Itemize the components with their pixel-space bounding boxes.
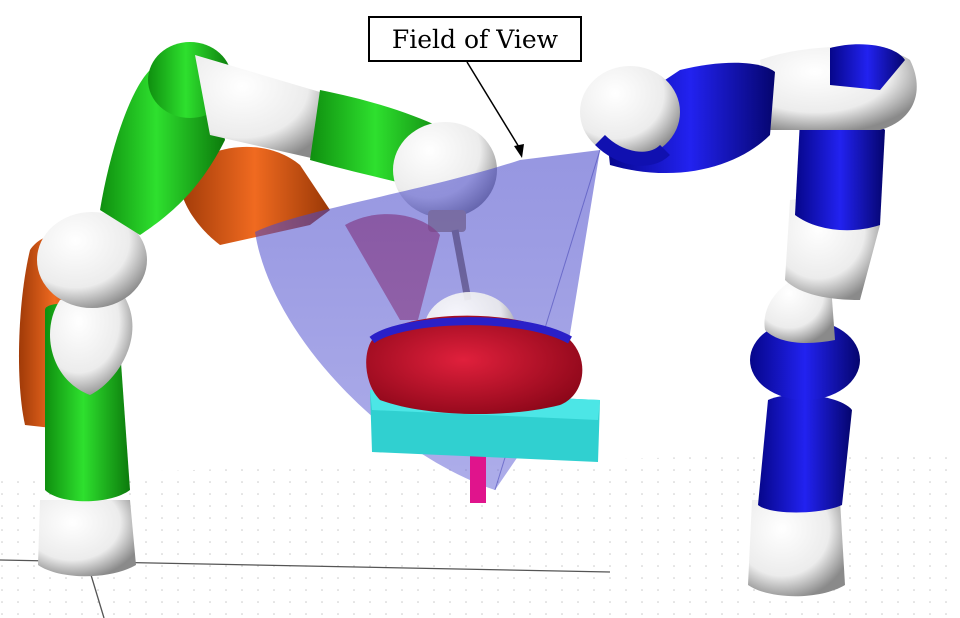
workpiece-table — [366, 292, 600, 503]
right-robot-arm — [580, 44, 917, 597]
callout-arrow — [466, 61, 524, 158]
field-of-view-label: Field of View — [368, 16, 582, 62]
